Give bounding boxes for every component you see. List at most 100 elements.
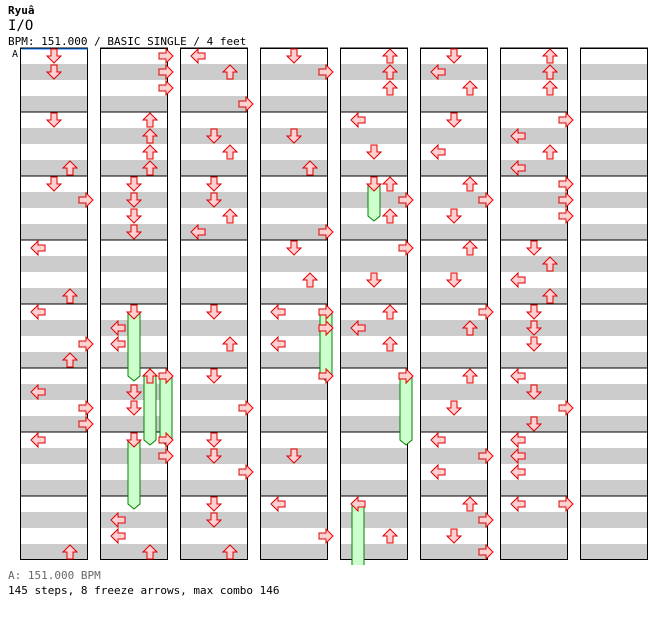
arrow-icon	[78, 399, 94, 417]
arrow-icon	[205, 512, 223, 528]
arrow-icon	[510, 127, 526, 145]
arrow-icon	[510, 495, 526, 513]
arrow-icon	[430, 63, 446, 81]
arrow-icon	[125, 400, 143, 416]
freeze-arrow	[399, 375, 413, 446]
arrow-icon	[445, 48, 463, 64]
arrow-icon	[221, 64, 239, 80]
beat-stripe	[340, 512, 408, 528]
arrow-icon	[558, 175, 574, 193]
beat-stripe	[180, 480, 248, 496]
arrow-icon	[110, 527, 126, 545]
beat-stripe	[20, 288, 88, 304]
beat-stripe	[340, 256, 408, 272]
arrow-icon	[381, 304, 399, 320]
arrow-icon	[445, 208, 463, 224]
beat-stripe	[580, 160, 648, 176]
arrow-icon	[61, 160, 79, 176]
arrow-icon	[125, 176, 143, 192]
arrow-icon	[558, 111, 574, 129]
arrow-icon	[158, 367, 174, 385]
arrow-icon	[125, 384, 143, 400]
arrow-icon	[365, 144, 383, 160]
beat-stripe	[500, 160, 568, 176]
beat-stripe	[340, 288, 408, 304]
beat-stripe	[180, 384, 248, 400]
beat-stripe	[420, 256, 488, 272]
arrow-icon	[445, 272, 463, 288]
arrow-icon	[285, 448, 303, 464]
arrow-icon	[445, 112, 463, 128]
arrow-icon	[78, 335, 94, 353]
arrow-icon	[525, 240, 543, 256]
arrow-icon	[318, 223, 334, 241]
arrow-icon	[510, 431, 526, 449]
arrow-icon	[285, 128, 303, 144]
arrow-icon	[525, 384, 543, 400]
beat-stripe	[580, 256, 648, 272]
bpm-legend: A: 151.000 BPM	[8, 569, 101, 582]
beat-stripe	[500, 480, 568, 496]
beat-stripe	[100, 544, 168, 560]
beat-stripe	[340, 160, 408, 176]
arrow-icon	[318, 527, 334, 545]
beat-stripe	[180, 160, 248, 176]
beat-stripe	[100, 256, 168, 272]
beat-stripe	[420, 512, 488, 528]
column-border	[500, 48, 568, 560]
beat-stripe	[580, 544, 648, 560]
arrow-icon	[301, 272, 319, 288]
beat-stripe	[260, 416, 328, 432]
arrow-icon	[238, 95, 254, 113]
beat-stripe	[100, 288, 168, 304]
beat-stripe	[500, 352, 568, 368]
beat-stripe	[260, 352, 328, 368]
arrow-icon	[61, 288, 79, 304]
arrow-icon	[541, 64, 559, 80]
beat-stripe	[500, 448, 568, 464]
beat-stripe	[420, 192, 488, 208]
arrow-icon	[318, 63, 334, 81]
beat-stripe	[20, 192, 88, 208]
beat-stripe	[420, 384, 488, 400]
arrow-icon	[558, 399, 574, 417]
arrow-icon	[45, 112, 63, 128]
arrow-icon	[141, 112, 159, 128]
arrow-icon	[445, 528, 463, 544]
arrow-icon	[430, 463, 446, 481]
arrow-icon	[125, 224, 143, 240]
arrow-icon	[398, 191, 414, 209]
beat-stripe	[260, 384, 328, 400]
arrow-icon	[510, 463, 526, 481]
arrow-icon	[381, 64, 399, 80]
arrow-icon	[158, 47, 174, 65]
arrow-icon	[525, 416, 543, 432]
beat-stripe	[20, 96, 88, 112]
arrow-icon	[125, 304, 143, 320]
beat-stripe	[260, 256, 328, 272]
arrow-icon	[78, 191, 94, 209]
arrow-icon	[110, 319, 126, 337]
beat-stripe	[100, 512, 168, 528]
beat-stripe	[420, 352, 488, 368]
arrow-icon	[381, 80, 399, 96]
arrow-icon	[45, 64, 63, 80]
arrow-icon	[205, 176, 223, 192]
beat-stripe	[180, 256, 248, 272]
arrow-icon	[461, 496, 479, 512]
arrow-icon	[141, 144, 159, 160]
beat-stripe	[340, 64, 408, 80]
arrow-icon	[30, 239, 46, 257]
arrow-icon	[541, 288, 559, 304]
beat-stripe	[180, 64, 248, 80]
arrow-icon	[461, 176, 479, 192]
beat-stripe	[180, 544, 248, 560]
beat-stripe	[500, 64, 568, 80]
arrow-icon	[350, 495, 366, 513]
beat-stripe	[20, 448, 88, 464]
arrow-icon	[398, 239, 414, 257]
beat-stripe	[260, 160, 328, 176]
arrow-icon	[270, 303, 286, 321]
arrow-icon	[221, 208, 239, 224]
arrow-icon	[141, 128, 159, 144]
